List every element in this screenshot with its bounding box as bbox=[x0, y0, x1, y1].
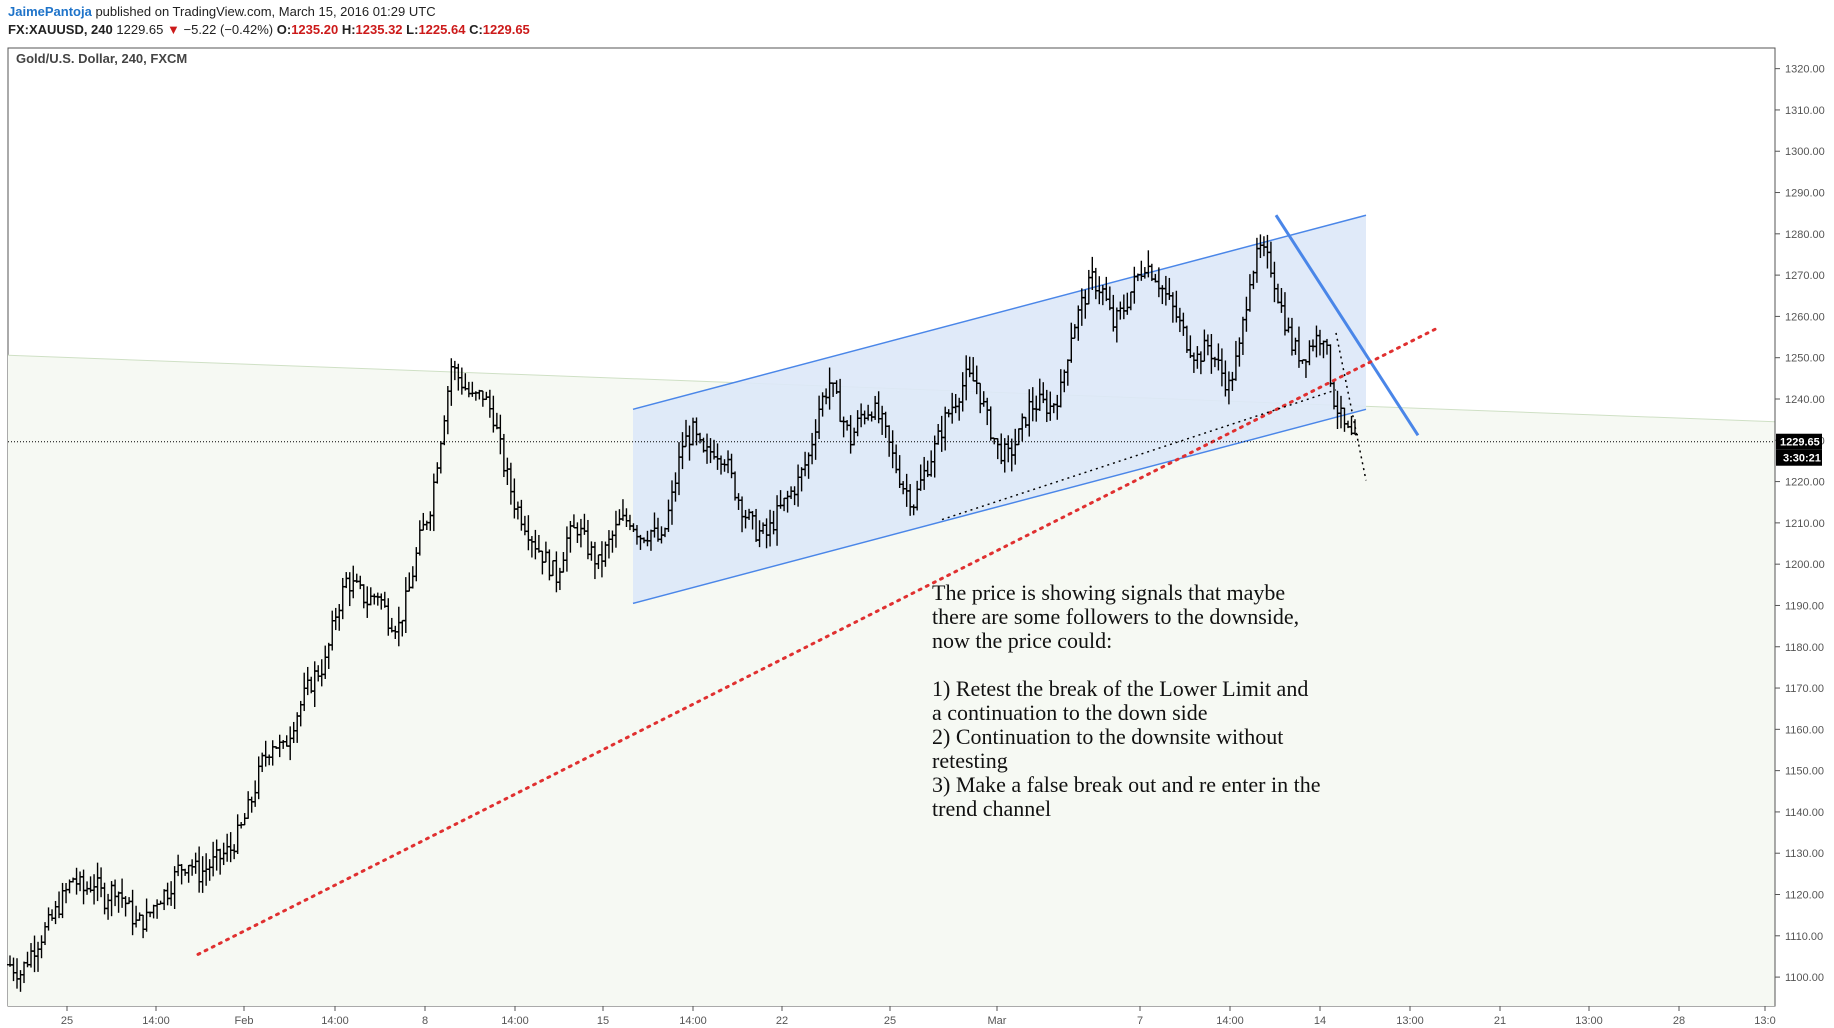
x-tick-label: Mar bbox=[988, 1015, 1007, 1027]
chart-title: Gold/U.S. Dollar, 240, FXCM bbox=[16, 51, 187, 66]
countdown-box bbox=[1776, 449, 1822, 466]
y-tick-label: 1210.00 bbox=[1785, 518, 1825, 530]
y-tick-label: 1140.00 bbox=[1785, 807, 1824, 819]
y-tick-label: 1310.00 bbox=[1785, 105, 1825, 117]
ohlc-legend: FX:XAUUSD, 240 1229.65 ▼ −5.22 (−0.42%) … bbox=[8, 22, 530, 37]
y-tick-label: 1100.00 bbox=[1785, 972, 1824, 984]
y-tick-label: 1290.00 bbox=[1785, 188, 1825, 200]
x-tick-label: 28 bbox=[1673, 1015, 1685, 1027]
drawings[interactable] bbox=[196, 214, 1438, 956]
annotation-line: now the price could: bbox=[932, 628, 1112, 653]
annotation-line: 3) Make a false break out and re enter i… bbox=[932, 772, 1321, 797]
x-tick-label: 15 bbox=[597, 1015, 609, 1027]
y-tick-label: 1320.00 bbox=[1785, 64, 1825, 76]
price-change: −5.22 (−0.42%) bbox=[183, 22, 274, 37]
x-tick-label: 14:00 bbox=[321, 1015, 349, 1027]
countdown-value: 3:30:21 bbox=[1783, 453, 1821, 465]
x-tick-label: 14 bbox=[1314, 1015, 1326, 1027]
price-chart[interactable]: Gold/U.S. Dollar, 240, FXCM 1100.00 1110.… bbox=[0, 44, 1834, 1028]
ohlc-bars bbox=[7, 234, 1358, 992]
close-label: C: bbox=[469, 22, 483, 37]
annotation-line: a continuation to the down side bbox=[932, 700, 1208, 725]
y-tick-label: 1270.00 bbox=[1785, 270, 1825, 282]
y-tick-label: 1220.00 bbox=[1785, 477, 1825, 489]
x-tick-label: 14:00 bbox=[1216, 1015, 1244, 1027]
channel-upper-line bbox=[632, 214, 1367, 411]
x-tick-label: 14:00 bbox=[679, 1015, 707, 1027]
y-tick-label: 1200.00 bbox=[1785, 559, 1825, 571]
y-tick-label: 1280.00 bbox=[1785, 229, 1825, 241]
y-tick-label: 1190.00 bbox=[1785, 600, 1824, 612]
x-tick-label: 14:00 bbox=[142, 1015, 170, 1027]
projection-line bbox=[1335, 332, 1367, 481]
x-tick-label: 13:0 bbox=[1754, 1015, 1775, 1027]
annotation-text[interactable]: The price is showing signals that maybet… bbox=[932, 580, 1321, 821]
published-text: published on TradingView.com, March 15, … bbox=[95, 4, 436, 19]
low-value: 1225.64 bbox=[418, 22, 466, 37]
x-tick-label: 8 bbox=[422, 1015, 428, 1027]
x-tick-label: 14:00 bbox=[501, 1015, 529, 1027]
x-tick-label: 21 bbox=[1494, 1015, 1506, 1027]
annotation-line: there are some followers to the downside… bbox=[932, 604, 1299, 629]
y-tick-label: 1110.00 bbox=[1785, 931, 1823, 943]
last-price: 1229.65 bbox=[116, 22, 164, 37]
time-axis[interactable]: 25 14:00 Feb 14:00 8 14:00 15 14:00 22 25 Mar 7 14:0… bbox=[61, 1006, 1776, 1027]
y-tick-label: 1160.00 bbox=[1785, 724, 1824, 736]
high-value: 1235.32 bbox=[355, 22, 403, 37]
x-tick-label: 25 bbox=[61, 1015, 73, 1027]
y-tick-label: 1130.00 bbox=[1785, 848, 1824, 860]
author-link[interactable]: JaimePantoja bbox=[8, 4, 92, 19]
x-tick-label: Feb bbox=[235, 1015, 254, 1027]
last-price-value: 1229.65 bbox=[1780, 437, 1820, 449]
last-price-box bbox=[1776, 433, 1822, 450]
symbol-label[interactable]: FX:XAUUSD, 240 bbox=[8, 22, 113, 37]
x-tick-label: 25 bbox=[884, 1015, 896, 1027]
y-tick-label: 1240.00 bbox=[1785, 394, 1825, 406]
annotation-line: The price is showing signals that maybe bbox=[932, 580, 1285, 605]
x-tick-label: 13:00 bbox=[1575, 1015, 1603, 1027]
last-price-tag: 1229.65 3:30:21 bbox=[8, 433, 1822, 466]
y-tick-label: 1180.00 bbox=[1785, 642, 1824, 654]
long-term-support-line bbox=[196, 327, 1438, 956]
support-fill bbox=[8, 355, 1775, 1006]
annotation-line: 1) Retest the break of the Lower Limit a… bbox=[932, 676, 1308, 701]
low-label: L: bbox=[406, 22, 419, 37]
x-tick-label: 22 bbox=[776, 1015, 788, 1027]
annotation-line: trend channel bbox=[932, 796, 1051, 821]
y-tick-label: 1250.00 bbox=[1785, 353, 1825, 365]
y-tick-label: 1150.00 bbox=[1785, 766, 1824, 778]
x-tick-label: 7 bbox=[1137, 1015, 1143, 1027]
y-tick-label: 1260.00 bbox=[1785, 311, 1825, 323]
channel-fill bbox=[633, 215, 1366, 604]
chart-header: JaimePantoja published on TradingView.co… bbox=[0, 0, 1834, 44]
y-tick-label: 1120.00 bbox=[1785, 890, 1824, 902]
trend-channel[interactable] bbox=[632, 214, 1367, 605]
y-tick-label: 1300.00 bbox=[1785, 146, 1825, 158]
open-label: O: bbox=[276, 22, 292, 37]
publish-info: JaimePantoja published on TradingView.co… bbox=[8, 4, 436, 19]
y-tick-label: 1170.00 bbox=[1785, 683, 1824, 695]
down-arrow-icon: ▼ bbox=[167, 22, 180, 37]
descending-trendline bbox=[1274, 214, 1420, 437]
channel-lower-line bbox=[632, 408, 1367, 605]
open-value: 1235.20 bbox=[291, 22, 339, 37]
close-value: 1229.65 bbox=[482, 22, 530, 37]
annotation-line: 2) Continuation to the downsite without bbox=[932, 724, 1283, 749]
annotation-line: retesting bbox=[932, 748, 1008, 773]
x-tick-label: 13:00 bbox=[1396, 1015, 1424, 1027]
high-label: H: bbox=[341, 22, 356, 37]
